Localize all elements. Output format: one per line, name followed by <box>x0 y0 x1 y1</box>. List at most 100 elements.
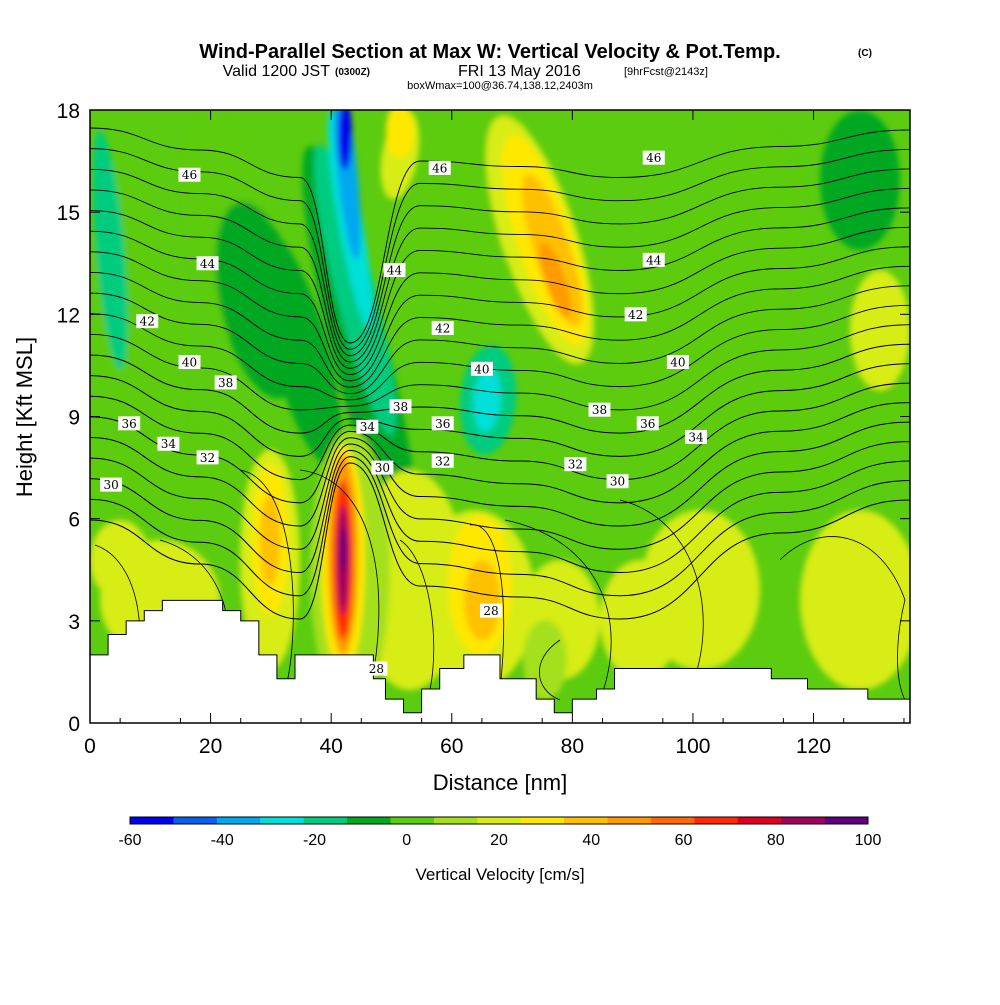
contour-label-text: 34 <box>360 420 376 434</box>
velocity-cell <box>800 510 910 690</box>
contour-label: 28 <box>479 603 502 618</box>
contour-label-background <box>431 453 454 468</box>
contour-label-background <box>157 436 180 451</box>
contour-label: 32 <box>564 457 587 472</box>
contour-label-text: 32 <box>435 454 450 468</box>
contour-label-text: 42 <box>628 308 643 322</box>
isentrope-line <box>90 441 910 550</box>
colorbar-swatch <box>390 817 435 824</box>
contour-label-text: 34 <box>688 430 704 444</box>
contour-label-text: 30 <box>375 461 390 475</box>
contour-label: 38 <box>389 399 412 414</box>
contour-label-text: 30 <box>610 475 625 489</box>
colorbar-swatch <box>347 817 391 824</box>
isentrope-line <box>504 519 612 701</box>
contour-label-background <box>356 419 379 434</box>
x-tick-label: 80 <box>561 735 584 758</box>
velocity-cell <box>215 201 305 399</box>
contour-label: 42 <box>431 320 454 335</box>
y-tick-label: 15 <box>57 202 80 225</box>
contour-label-background <box>118 416 141 431</box>
contour-label-text: 38 <box>592 403 607 417</box>
colorbar-swatch <box>303 817 348 824</box>
contour-label-text: 46 <box>182 168 197 182</box>
colorbar-tick-label: -40 <box>211 832 234 849</box>
isentrope-line <box>779 536 906 601</box>
x-tick-label: 0 <box>84 735 96 758</box>
contour-label: 28 <box>365 661 388 676</box>
isentrope-line <box>90 207 910 369</box>
colorbar-swatch <box>737 817 782 824</box>
isentrope-line <box>90 449 910 574</box>
contour-label-background <box>431 320 454 335</box>
contour-label-text: 30 <box>103 478 118 492</box>
isentrope-line <box>619 499 704 691</box>
valid-utc-label: (0300Z) <box>335 67 370 78</box>
colorbar-swatch <box>650 817 695 824</box>
contour-label-background <box>684 429 707 444</box>
contour-labels: 28 28 30 30 30 32 32 32 34 34 34 36 36 36 38 38 38 40 40 40… <box>100 150 707 676</box>
forecast-label: [9hrFcst@2143z] <box>624 66 708 78</box>
colorbar-swatch <box>824 817 869 824</box>
colorbar-tick-label: -20 <box>303 832 326 849</box>
colorbar-swatch <box>216 817 261 824</box>
colorbar-swatch <box>130 817 174 824</box>
y-tick-label: 6 <box>68 509 80 532</box>
contour-label-text: 36 <box>435 417 450 431</box>
isentrope-line <box>90 187 910 363</box>
contour-label-background <box>564 457 587 472</box>
contour-label-background <box>178 167 201 182</box>
isentrope-line <box>90 324 910 411</box>
contour-label-background <box>365 661 388 676</box>
contour-label-text: 32 <box>568 458 583 472</box>
x-axis-label: Distance [nm] <box>433 770 568 795</box>
isentrope-line <box>897 599 906 701</box>
isentrope-line <box>90 462 910 620</box>
colorbar-label: Vertical Velocity [cm/s] <box>415 865 584 884</box>
contour-label-background <box>642 150 665 165</box>
contour-label-text: 40 <box>474 362 489 376</box>
contour-label-text: 44 <box>387 264 403 278</box>
contour-label: 44 <box>642 252 665 267</box>
y-tick-label: 3 <box>68 611 80 634</box>
colorbar-swatch <box>781 817 825 824</box>
isentrope-line <box>90 226 910 376</box>
contour-label-background <box>479 603 502 618</box>
contour-label: 34 <box>356 419 379 434</box>
contour-label-background <box>636 416 659 431</box>
contour-label: 32 <box>431 453 454 468</box>
isentrope-line <box>90 382 910 481</box>
contour-label-background <box>383 263 406 278</box>
contour-label-background <box>100 477 123 492</box>
isentrope-line <box>90 285 910 394</box>
x-tick-label: 40 <box>319 735 342 758</box>
colorbar-swatch <box>173 817 218 824</box>
colorbar-frame <box>129 816 869 825</box>
contour-label: 30 <box>606 474 629 489</box>
contour-label-background <box>389 399 412 414</box>
contour-label-background <box>606 474 629 489</box>
colorbar-swatch <box>564 817 608 824</box>
contour-label-text: 42 <box>435 321 450 335</box>
contour-label: 30 <box>100 477 123 492</box>
contour-label-background <box>431 416 454 431</box>
contour-label-text: 42 <box>140 315 155 329</box>
colorbar-tick-label: 60 <box>675 832 693 849</box>
colorbar-tick-label: 20 <box>490 832 508 849</box>
contour-label-background <box>178 355 201 370</box>
contour-label-text: 40 <box>182 356 197 370</box>
velocity-cell <box>600 560 680 680</box>
contour-label: 36 <box>636 416 659 431</box>
contour-label-text: 46 <box>432 161 447 175</box>
terrain <box>90 599 910 723</box>
x-tick-label: 20 <box>199 735 222 758</box>
colorbar-tick-label: 40 <box>582 832 600 849</box>
isentrope-line <box>90 343 910 434</box>
contour-label-background <box>136 314 159 329</box>
velocity-cell <box>850 270 910 390</box>
contour-label-text: 44 <box>200 257 216 271</box>
contour-label-text: 46 <box>646 151 661 165</box>
valid-time-label: Valid 1200 JST <box>223 63 331 80</box>
contour-label: 40 <box>666 355 689 370</box>
